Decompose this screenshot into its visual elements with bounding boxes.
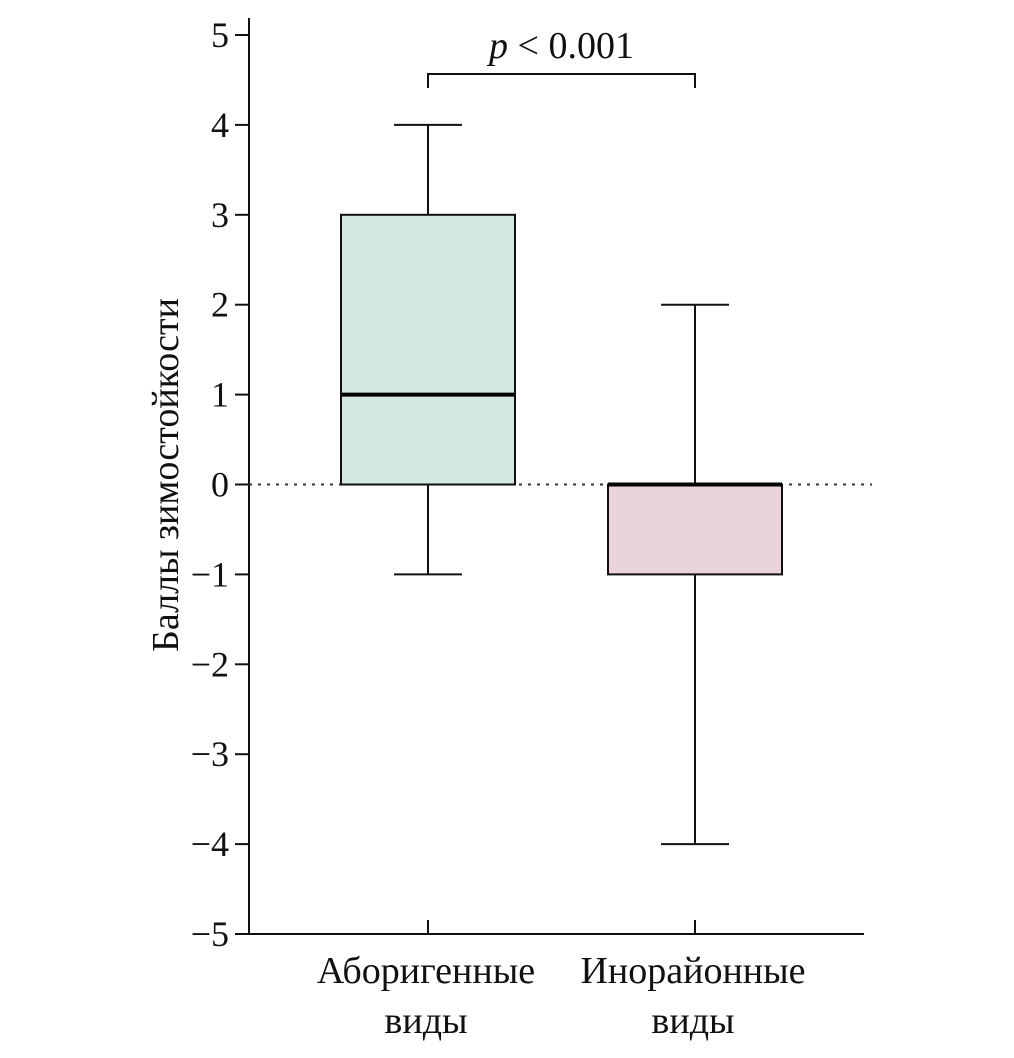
x-ticks: Аборигенные виды Инорайонные виды bbox=[317, 920, 806, 1042]
box-group-2 bbox=[607, 303, 783, 846]
p-value-label: p < 0.001 bbox=[486, 25, 634, 67]
x-category-label: виды bbox=[651, 1000, 734, 1042]
box-iqr bbox=[340, 213, 516, 486]
significance-bracket: p < 0.001 bbox=[427, 25, 696, 88]
y-tick-label: 3 bbox=[211, 195, 229, 235]
y-tick-label: 0 bbox=[211, 465, 229, 505]
y-tick-label: 5 bbox=[211, 15, 229, 55]
y-tick-label: 1 bbox=[211, 375, 229, 415]
significance-bracket-line bbox=[427, 73, 696, 88]
y-axis-title: Баллы зимостойкости bbox=[145, 298, 187, 652]
x-category-label: Аборигенные bbox=[317, 950, 535, 992]
x-category-label: виды bbox=[384, 1000, 467, 1042]
box-group-1 bbox=[340, 123, 516, 576]
box-iqr bbox=[607, 483, 783, 576]
y-tick-label: 2 bbox=[211, 285, 229, 325]
y-tick-label: −2 bbox=[191, 644, 229, 684]
axes bbox=[248, 18, 864, 935]
y-tick-label: −1 bbox=[191, 554, 229, 594]
p-value-threshold: < 0.001 bbox=[508, 25, 634, 67]
y-tick-label: −5 bbox=[191, 914, 229, 954]
y-tick-label: 4 bbox=[211, 105, 229, 145]
x-category-label: Инорайонные bbox=[580, 950, 805, 992]
y-tick-label: −3 bbox=[191, 734, 229, 774]
boxes bbox=[340, 123, 783, 846]
p-value-symbol: p bbox=[486, 25, 508, 67]
y-ticks: 5 4 3 2 1 0 −1 −2 −3 −4 −5 bbox=[191, 15, 249, 954]
y-tick-label: −4 bbox=[191, 824, 229, 864]
